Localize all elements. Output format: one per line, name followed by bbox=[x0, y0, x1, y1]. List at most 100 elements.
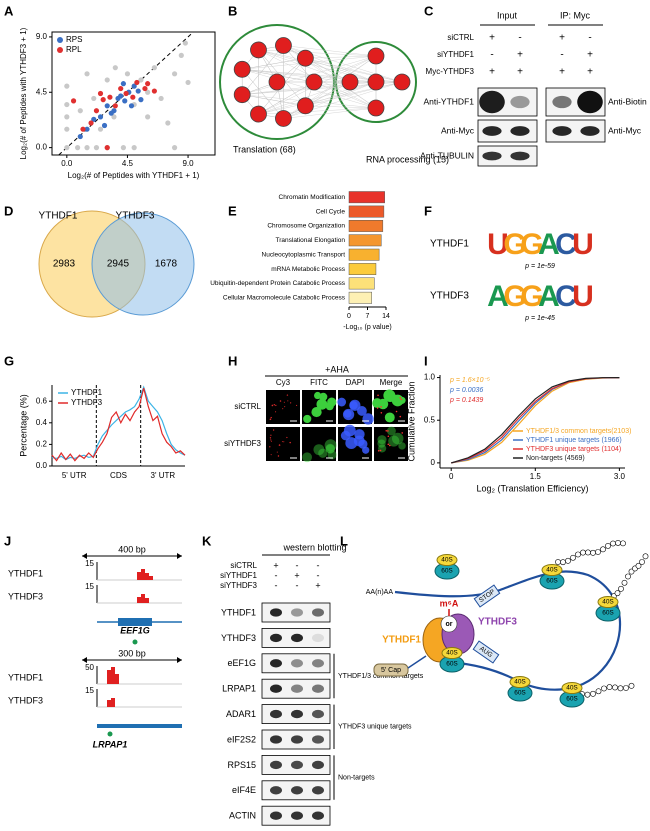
point bbox=[134, 79, 140, 86]
signal bbox=[401, 432, 404, 434]
x-tick-label: 4.5 bbox=[122, 159, 134, 168]
signal bbox=[284, 406, 286, 408]
legend-marker bbox=[57, 47, 63, 53]
panel-label: B bbox=[228, 3, 237, 18]
track-name: YTHDF3 bbox=[8, 695, 43, 705]
node bbox=[275, 37, 292, 54]
y-axis-label: Log₂(# of Peptides with YTHDF3 + 1) bbox=[19, 27, 28, 159]
band bbox=[312, 659, 324, 668]
p-value: p = 1e-59 bbox=[524, 263, 555, 270]
signal bbox=[395, 410, 398, 413]
point bbox=[104, 77, 110, 83]
band bbox=[552, 95, 572, 109]
band bbox=[482, 126, 502, 136]
sign: + bbox=[294, 570, 299, 580]
subunit-label: 60S bbox=[602, 610, 614, 617]
sign: + bbox=[273, 560, 278, 570]
signal bbox=[278, 444, 281, 446]
legend-label: Non-targets (4569) bbox=[526, 455, 585, 462]
y-axis-label: Percentage (%) bbox=[18, 394, 28, 457]
signal bbox=[289, 441, 291, 444]
sign: + bbox=[517, 67, 523, 78]
signal bbox=[324, 439, 337, 452]
cap-link bbox=[407, 655, 427, 669]
edge bbox=[305, 55, 377, 59]
x-axis-label: -Log₁₀ (p value) bbox=[343, 324, 391, 331]
signal bbox=[286, 436, 288, 439]
point bbox=[91, 95, 97, 102]
panel-label: J bbox=[4, 533, 11, 548]
signal bbox=[399, 415, 402, 418]
peak bbox=[149, 576, 153, 580]
subunit-label: 60S bbox=[546, 578, 558, 585]
peptide bbox=[620, 540, 626, 547]
point bbox=[128, 103, 135, 109]
peptide bbox=[639, 559, 645, 565]
motif-letter: C bbox=[555, 280, 577, 313]
blot-label: Anti-Myc bbox=[441, 125, 475, 135]
sign: + bbox=[517, 50, 523, 61]
signal bbox=[377, 439, 386, 448]
x-tick-label: 7 bbox=[366, 313, 370, 320]
p-value: p = 1e-45 bbox=[524, 315, 555, 322]
point bbox=[64, 83, 70, 89]
peak bbox=[137, 597, 141, 603]
column-header: Input bbox=[497, 10, 518, 20]
band bbox=[552, 126, 572, 136]
edge bbox=[241, 45, 284, 95]
scale-label: 300 bp bbox=[118, 648, 146, 658]
peptide bbox=[610, 540, 616, 547]
signal bbox=[270, 440, 272, 442]
peptide bbox=[605, 543, 611, 549]
codon-tag: AUG bbox=[472, 640, 500, 664]
motif-letter: G bbox=[520, 228, 543, 261]
peptide bbox=[601, 685, 607, 692]
category-label: mRNA Metabolic Process bbox=[271, 266, 345, 273]
y-tick-label: 0.0 bbox=[36, 143, 48, 152]
y-tick-label: 1.0 bbox=[424, 373, 436, 382]
small-subunit bbox=[541, 564, 563, 576]
signal bbox=[311, 406, 322, 418]
or-label: or bbox=[446, 621, 453, 628]
edge bbox=[305, 81, 403, 107]
y-axis-label: Cumulative Fraction bbox=[406, 381, 416, 461]
peptide bbox=[628, 682, 635, 689]
peak bbox=[145, 573, 149, 580]
signal bbox=[380, 406, 382, 408]
track-max: 50 bbox=[85, 663, 94, 672]
panel-label: K bbox=[202, 533, 212, 548]
signal bbox=[379, 449, 382, 452]
signal bbox=[398, 396, 406, 404]
peak bbox=[115, 674, 119, 684]
group-label: Non-targets bbox=[338, 774, 375, 781]
blot-label: YTHDF1 bbox=[221, 607, 256, 617]
signal bbox=[283, 401, 285, 403]
band bbox=[482, 151, 502, 161]
sign: + bbox=[489, 67, 495, 78]
point bbox=[80, 126, 86, 132]
blot-label: eIF2S2 bbox=[227, 734, 256, 744]
x-tick-label: 1.5 bbox=[530, 472, 542, 481]
motif-letter: A bbox=[538, 280, 560, 313]
blot-label: ADAR1 bbox=[226, 709, 256, 719]
point bbox=[74, 145, 81, 151]
y-tick-label: 4.5 bbox=[36, 87, 48, 96]
point bbox=[138, 97, 144, 103]
signal bbox=[282, 408, 284, 410]
category-label: Cell Cycle bbox=[316, 208, 346, 215]
signal bbox=[275, 404, 277, 407]
motif-letter: G bbox=[503, 228, 526, 261]
blot-label: ACTIN bbox=[229, 811, 256, 821]
node bbox=[233, 86, 251, 104]
gene-name: EEF1G bbox=[120, 625, 150, 635]
category-label: Chromosome Organization bbox=[267, 223, 345, 230]
point bbox=[64, 114, 70, 120]
site bbox=[132, 639, 138, 645]
cap-label: 5' Cap bbox=[381, 667, 401, 674]
band bbox=[270, 811, 282, 820]
blot-label: RPS15 bbox=[227, 760, 256, 770]
peptide bbox=[612, 684, 618, 691]
signal bbox=[303, 414, 312, 424]
panel-label: A bbox=[4, 3, 14, 18]
band bbox=[312, 811, 324, 820]
